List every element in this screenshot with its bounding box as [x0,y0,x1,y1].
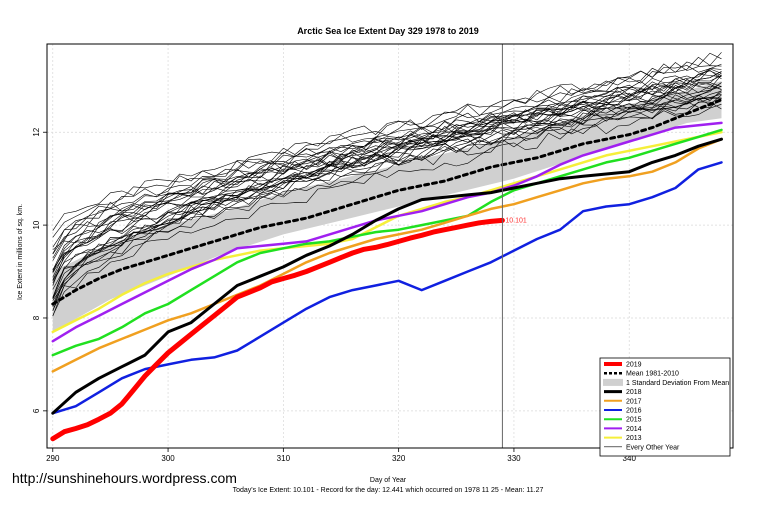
legend-label: 2016 [626,408,642,415]
x-tick-label: 330 [507,454,521,463]
y-tick-label: 6 [32,408,41,413]
legend-label: Mean 1981-2010 [626,371,679,378]
series-line-2014 [51,121,723,343]
series-group [50,98,723,442]
background-year-line [52,103,722,317]
legend-swatch-band [603,378,623,386]
legend-label: 2019 [626,362,642,369]
background-year-line [52,52,722,270]
background-years [52,52,722,317]
background-year-line [52,52,722,311]
x-tick-label: 290 [46,454,60,463]
legend-label: Every Other Year [626,444,680,451]
background-year-line [52,94,722,273]
legend-label: 2017 [626,398,642,405]
series-line-2018 [51,137,723,415]
footer-stats: Today's Ice Extent: 10.101 - Record for … [233,487,544,494]
y-axis-label: Ice Extent in millions of sq. km. [17,204,24,300]
x-axis-label: Day of Year [370,477,407,484]
website-url: http://sunshinehours.wordpress.com [12,470,237,486]
background-year-line [52,67,722,273]
background-year-line [52,63,722,259]
background-year-line [52,82,722,281]
series-line-2019 [50,217,505,442]
legend-label: 2018 [626,389,642,396]
y-tick-label: 10 [32,220,41,229]
x-tick-label: 340 [623,454,637,463]
background-year-line [52,62,722,255]
std-deviation-band [52,81,722,332]
background-year-line [52,97,722,308]
background-year-line [52,70,722,311]
legend-label: 2013 [626,435,642,442]
series-line-2017 [51,137,723,373]
x-tick-label: 300 [161,454,175,463]
chart-title: Arctic Sea Ice Extent Day 329 1978 to 20… [297,26,479,36]
background-year-line [52,68,722,278]
x-tick-label: 310 [277,454,291,463]
legend: 2019 Mean 1981-2010 1 Standard Deviation F… [599,357,731,457]
background-year-line [52,98,722,248]
current-value-label: 10.101 [505,217,527,224]
background-year-line [52,93,722,299]
x-axis-ticks: 290 300 310 320 330 340 [46,448,636,463]
legend-label: 2015 [626,417,642,424]
std-band [52,81,722,332]
series-line-2016 [51,161,723,415]
background-year-line [52,82,722,316]
background-year-line [52,85,722,290]
background-year-line [52,90,722,231]
series-line-2015 [51,128,723,357]
legend-label: 2014 [626,426,642,433]
series-line-2013 [51,130,723,334]
plot-frame [46,43,734,449]
background-year-line [52,86,722,238]
legend-label: 1 Standard Deviation From Mean [626,380,729,387]
y-tick-label: 12 [32,127,41,136]
y-axis-ticks: 6 8 10 12 [32,127,47,413]
background-year-line [52,82,722,250]
y-tick-label: 8 [32,315,41,320]
x-tick-label: 320 [392,454,406,463]
series-line-mean-1981-2010 [51,98,723,306]
